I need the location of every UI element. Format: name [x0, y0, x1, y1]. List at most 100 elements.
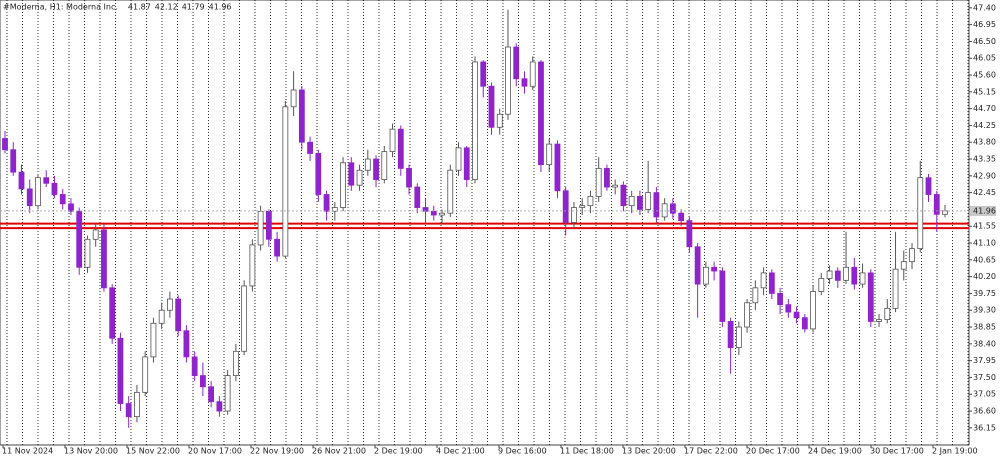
- y-tick-label: 42.45: [973, 188, 996, 197]
- candle-body: [925, 177, 932, 195]
- candle-body: [645, 192, 652, 210]
- candle-body: [884, 307, 891, 320]
- y-tick-label: 43.80: [973, 138, 996, 147]
- candle-body: [785, 304, 792, 313]
- y-tick-label: 45.15: [973, 87, 996, 96]
- candle-body: [760, 272, 767, 289]
- candle-body: [389, 128, 396, 152]
- y-tick-label: 44.70: [973, 104, 996, 113]
- candle-body: [92, 229, 99, 240]
- candle-body: [463, 147, 470, 180]
- candle-body: [513, 46, 520, 80]
- y-tick-label: 37.50: [973, 373, 996, 382]
- x-tick-label: 11 Dec 18:00: [560, 447, 614, 456]
- candle-body: [892, 268, 899, 309]
- candle-body: [727, 321, 734, 348]
- candle-body: [472, 61, 478, 180]
- candle-body: [834, 270, 841, 281]
- candle-body: [101, 229, 107, 289]
- x-tick-label: 2 Jan 19:00: [932, 447, 978, 456]
- candle-body: [867, 272, 874, 322]
- candle-body: [653, 192, 660, 218]
- x-tick-label: 20 Dec 17:00: [746, 447, 800, 456]
- price-label: 41.96: [973, 206, 996, 215]
- candle-body: [521, 78, 528, 87]
- candle-body: [942, 210, 948, 215]
- candle-body: [859, 272, 866, 285]
- candle-body: [150, 322, 157, 358]
- y-tick-label: 36.15: [973, 423, 996, 432]
- candle-body: [917, 177, 924, 250]
- x-tick-label: 13 Nov 20:00: [64, 447, 118, 456]
- candle-body: [735, 326, 742, 348]
- y-tick-label: 42.90: [973, 171, 996, 180]
- candle-body: [257, 210, 264, 246]
- header-value: 42.12: [155, 3, 178, 12]
- candle-body: [719, 270, 726, 322]
- candle-body: [669, 203, 676, 214]
- candle-body: [340, 162, 346, 208]
- y-tick-label: 40.20: [973, 272, 996, 281]
- candle-body: [68, 203, 74, 212]
- candle-body: [529, 61, 536, 87]
- candle-body: [488, 85, 495, 128]
- candle-body: [125, 403, 132, 418]
- y-tick-label: 46.50: [973, 37, 996, 46]
- candle-body: [909, 248, 915, 263]
- candle-body: [686, 220, 693, 248]
- candle-body: [587, 195, 594, 207]
- y-tick-label: 45.60: [973, 71, 996, 80]
- y-tick-label: 41.55: [973, 222, 996, 231]
- candle-body: [249, 244, 256, 287]
- candle-body: [167, 298, 173, 311]
- candle-body: [744, 302, 751, 328]
- candle-body: [348, 162, 355, 186]
- candle-body: [439, 212, 445, 216]
- candle-body: [199, 375, 206, 388]
- candle-body: [191, 356, 198, 376]
- y-tick-label: 36.60: [973, 407, 996, 416]
- candle-body: [876, 319, 882, 322]
- candle-body: [331, 207, 338, 212]
- candle-body: [637, 195, 643, 210]
- candle-body: [183, 330, 190, 358]
- candle-body: [694, 246, 701, 285]
- header-value: 41.96: [209, 3, 232, 12]
- candle-body: [505, 46, 511, 115]
- y-tick-label: 39.30: [973, 306, 996, 315]
- candle-body: [702, 266, 709, 285]
- y-tick-label: 38.40: [973, 339, 996, 348]
- candle-body: [801, 317, 808, 330]
- y-tick-label: 46.95: [973, 20, 996, 29]
- candle-body: [298, 89, 305, 143]
- candle-body: [595, 167, 602, 197]
- candle-body: [554, 143, 561, 192]
- candle-body: [678, 212, 685, 222]
- x-tick-label: 15 Nov 22:00: [126, 447, 180, 456]
- candle-body: [661, 203, 668, 218]
- candle-body: [818, 278, 825, 292]
- y-tick-label: 44.25: [973, 121, 996, 130]
- candle-body: [356, 169, 363, 186]
- x-tick-label: 9 Dec 16:00: [498, 447, 547, 456]
- x-tick-label: 26 Nov 21:00: [312, 447, 366, 456]
- candle-body: [232, 350, 239, 376]
- y-tick-label: 37.05: [973, 390, 996, 399]
- price-label-box: [970, 205, 996, 216]
- candle-body: [265, 210, 272, 240]
- candle-body: [777, 293, 783, 306]
- x-tick-label: 30 Dec 17:00: [870, 447, 924, 456]
- candle-body: [364, 158, 371, 171]
- x-tick-label: 2 Dec 19:00: [374, 447, 423, 456]
- chart-title: #Moderna, H1: Moderna Inc.: [3, 3, 118, 12]
- header-value: 41.87: [128, 3, 151, 12]
- candle-body: [496, 113, 503, 128]
- candle-body: [323, 194, 330, 212]
- candle-body: [628, 195, 635, 207]
- candle-body: [843, 266, 849, 281]
- y-tick-label: 37.95: [973, 356, 996, 365]
- candle-body: [406, 167, 412, 188]
- x-tick-label: 20 Nov 17:00: [188, 447, 242, 456]
- candle-body: [51, 182, 58, 195]
